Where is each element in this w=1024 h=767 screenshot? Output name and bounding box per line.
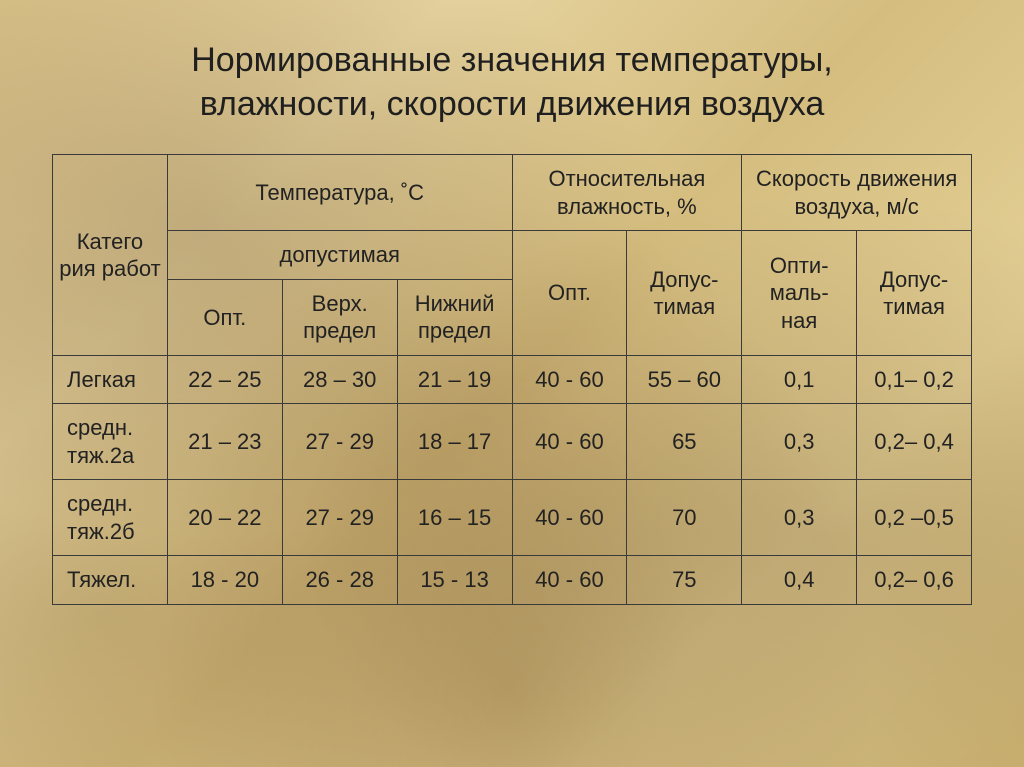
hdr-sp-opt: Опти-маль-ная — [742, 231, 857, 356]
hdr-humidity: Относительная влажность, % — [512, 155, 742, 231]
cell: 40 - 60 — [512, 480, 627, 556]
header-row-1: Категория работ Температура, ˚С Относите… — [53, 155, 972, 231]
hdr-hum-opt: Опт. — [512, 231, 627, 356]
cell: 27 - 29 — [282, 480, 397, 556]
cell: 0,1 — [742, 355, 857, 404]
table-row: Легкая 22 – 25 28 – 30 21 – 19 40 - 60 5… — [53, 355, 972, 404]
hdr-sp-allow: Допус-тимая — [857, 231, 972, 356]
cell: 18 – 17 — [397, 404, 512, 480]
hdr-speed: Скорость движения воздуха, м/с — [742, 155, 972, 231]
cell: 15 - 13 — [397, 556, 512, 605]
table-row: средн. тяж.2а 21 – 23 27 - 29 18 – 17 40… — [53, 404, 972, 480]
cell: 21 – 19 — [397, 355, 512, 404]
hdr-category: Категория работ — [53, 155, 168, 356]
cell: 40 - 60 — [512, 556, 627, 605]
row-label: Легкая — [53, 355, 168, 404]
hdr-hum-allow: Допус-тимая — [627, 231, 742, 356]
cell: 55 – 60 — [627, 355, 742, 404]
hdr-t-lower: Нижний предел — [397, 279, 512, 355]
cell: 20 – 22 — [167, 480, 282, 556]
table-row: Тяжел. 18 - 20 26 - 28 15 - 13 40 - 60 7… — [53, 556, 972, 605]
norms-table: Категория работ Температура, ˚С Относите… — [52, 154, 972, 605]
hdr-allowable: допустимая — [167, 231, 512, 280]
cell: 21 – 23 — [167, 404, 282, 480]
row-label: средн. тяж.2а — [53, 404, 168, 480]
cell: 65 — [627, 404, 742, 480]
hdr-t-opt: Опт. — [167, 279, 282, 355]
cell: 27 - 29 — [282, 404, 397, 480]
title-line-2: влажности, скорости движения воздуха — [200, 85, 825, 123]
row-label: Тяжел. — [53, 556, 168, 605]
cell: 0,2– 0,4 — [857, 404, 972, 480]
title-line-1: Нормированные значения температуры, — [191, 41, 833, 79]
cell: 0,3 — [742, 404, 857, 480]
cell: 40 - 60 — [512, 404, 627, 480]
cell: 75 — [627, 556, 742, 605]
page-title: Нормированные значения температуры, влаж… — [52, 38, 972, 126]
hdr-t-upper: Верх. предел — [282, 279, 397, 355]
cell: 22 – 25 — [167, 355, 282, 404]
cell: 0,1– 0,2 — [857, 355, 972, 404]
cell: 0,2 –0,5 — [857, 480, 972, 556]
row-label: средн. тяж.2б — [53, 480, 168, 556]
table-row: средн. тяж.2б 20 – 22 27 - 29 16 – 15 40… — [53, 480, 972, 556]
cell: 0,3 — [742, 480, 857, 556]
cell: 0,4 — [742, 556, 857, 605]
hdr-temperature: Температура, ˚С — [167, 155, 512, 231]
header-row-2: допустимая Опт. Допус-тимая Опти-маль-на… — [53, 231, 972, 280]
cell: 28 – 30 — [282, 355, 397, 404]
cell: 40 - 60 — [512, 355, 627, 404]
cell: 16 – 15 — [397, 480, 512, 556]
cell: 0,2– 0,6 — [857, 556, 972, 605]
cell: 18 - 20 — [167, 556, 282, 605]
cell: 26 - 28 — [282, 556, 397, 605]
cell: 70 — [627, 480, 742, 556]
